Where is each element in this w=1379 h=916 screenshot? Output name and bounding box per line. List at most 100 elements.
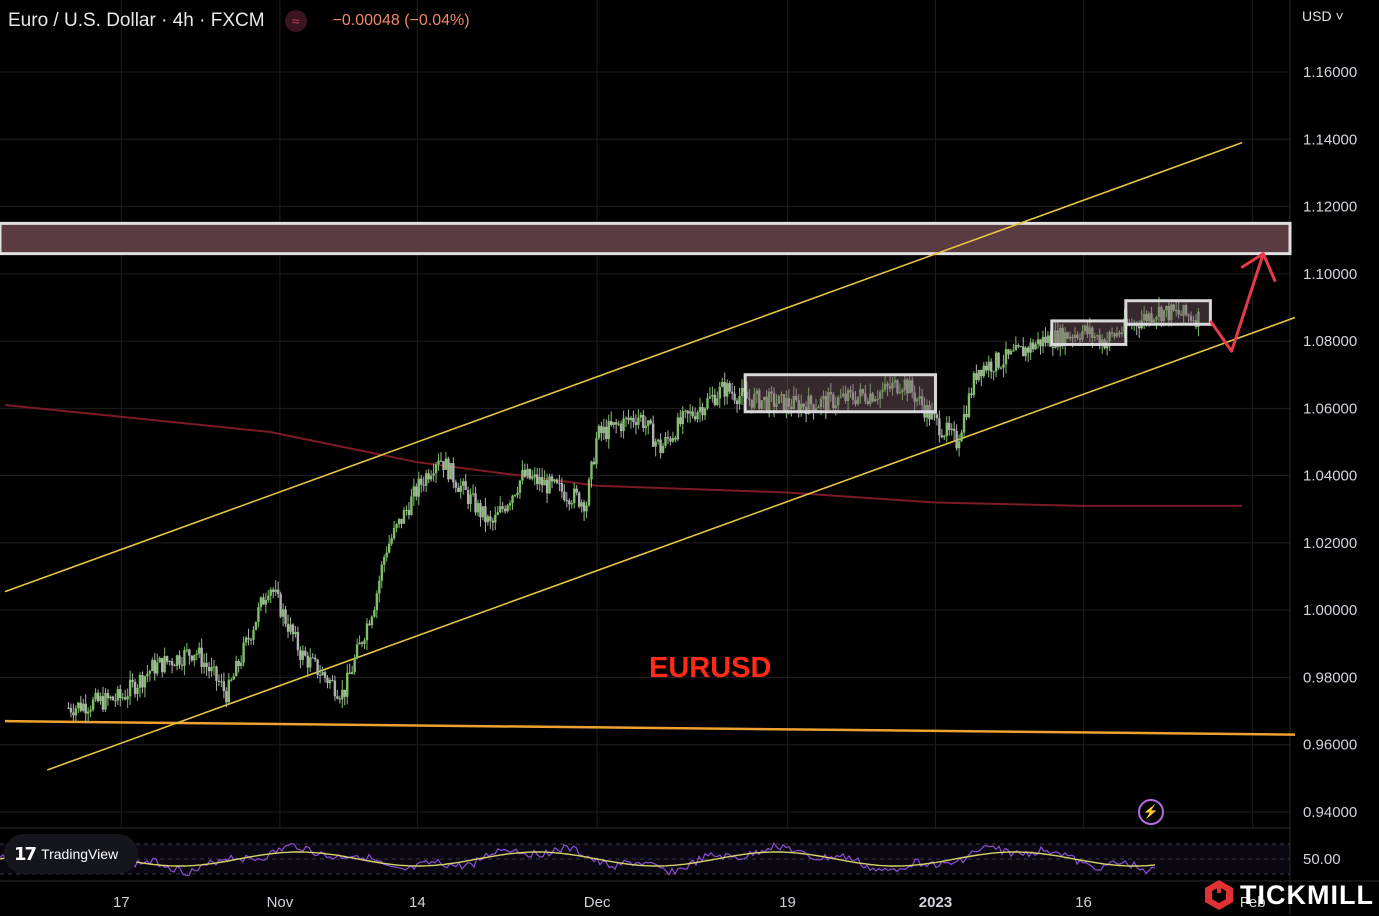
candle-body (200, 647, 203, 667)
candle-body (560, 483, 564, 492)
candle-body (272, 589, 275, 593)
candle-body (952, 428, 956, 431)
candle-body (965, 413, 968, 418)
candle-body (165, 656, 169, 662)
candle-body (1068, 336, 1072, 339)
candle-body (555, 479, 559, 484)
candle-body (1029, 342, 1032, 353)
rsi-pane: 50.00 (0, 841, 1341, 876)
candle-body (563, 491, 566, 501)
candle-body (476, 503, 480, 513)
x-tick-label: Dec (584, 894, 611, 911)
candle-body (405, 510, 408, 512)
candle-body (1007, 349, 1010, 355)
candle-body (627, 417, 630, 421)
candle-body (577, 492, 581, 507)
candle-body (592, 461, 596, 465)
price-candles (67, 296, 1200, 724)
candle-body (341, 689, 344, 700)
candle-body (1009, 350, 1013, 355)
candle-body (466, 490, 470, 504)
symbol-title[interactable]: Euro / U.S. Dollar · 4h · FXCM (8, 10, 265, 31)
candle-body (452, 463, 455, 483)
candle-body (565, 500, 569, 502)
currency-label: USD (1302, 8, 1332, 24)
candle-body (597, 425, 601, 439)
candle-body (121, 697, 124, 699)
consolidation-box (743, 373, 937, 414)
candle-body (871, 393, 874, 402)
candle-body (262, 597, 265, 605)
candle-body (962, 413, 966, 433)
candle-body (350, 671, 354, 675)
candle-body (1115, 332, 1119, 337)
candle-body (442, 461, 445, 470)
candle-body (1041, 336, 1045, 347)
candle-body (708, 396, 712, 399)
candle-body (412, 486, 416, 497)
candle-body (469, 494, 472, 504)
candle-body (508, 503, 512, 506)
chart-header: Euro / U.S. Dollar · 4h · FXCM ≈ −0.0004… (8, 8, 470, 34)
y-tick-label: 1.14000 (1303, 131, 1357, 148)
candle-body (459, 485, 462, 492)
candle-body (790, 406, 793, 409)
candle-body (1096, 335, 1099, 337)
candle-body (651, 423, 655, 447)
candle-body (326, 677, 329, 683)
candle-body (518, 480, 522, 493)
candle-body (1076, 334, 1079, 338)
candle-body (474, 493, 477, 513)
candle-body (439, 460, 443, 462)
candle-body (316, 659, 319, 675)
candle-body (1044, 336, 1047, 343)
candle-body (242, 642, 245, 663)
candle-body (957, 441, 961, 449)
tradingview-badge[interactable]: 17 TradingView (4, 834, 138, 874)
candle-body (133, 681, 137, 695)
currency-menu[interactable]: USD ˅ (1302, 8, 1344, 24)
candle-body (762, 396, 766, 401)
candle-body (309, 657, 312, 668)
candle-body (716, 398, 719, 405)
chart-annotation: EURUSD (649, 652, 772, 684)
candle-body (220, 681, 223, 683)
candle-body (797, 399, 800, 413)
candle-body (637, 417, 640, 425)
candle-body (543, 480, 546, 486)
candle-body (1093, 336, 1097, 338)
candle-body (173, 665, 176, 667)
y-tick-label: 0.98000 (1303, 669, 1357, 686)
candle-body (938, 418, 941, 436)
candle-body (457, 487, 460, 492)
candle-body (513, 495, 517, 497)
candle-body (960, 432, 963, 442)
x-tick-label: 17 (113, 894, 130, 911)
candle-body (205, 662, 208, 667)
candle-body (89, 709, 92, 712)
candle-body (711, 394, 714, 397)
candle-body (782, 394, 786, 412)
candle-body (795, 395, 798, 400)
candle-body (434, 464, 438, 474)
candle-body (649, 420, 652, 424)
candle-body (753, 393, 756, 408)
candle-body (195, 653, 198, 655)
candle-body (153, 660, 156, 674)
candle-body (210, 667, 213, 672)
candle-body (829, 392, 833, 395)
candle-body (402, 510, 406, 524)
candle-body (817, 406, 820, 409)
candle-body (499, 506, 502, 513)
candle-body (723, 381, 726, 397)
candle-body (800, 403, 803, 413)
candle-body (370, 616, 374, 626)
lightning-icon[interactable]: ⚡ (1138, 799, 1164, 825)
indicator-icon[interactable]: ≈ (284, 10, 307, 32)
candle-body (286, 623, 290, 632)
candle-body (1108, 332, 1111, 342)
candle-body (553, 479, 556, 482)
candle-body (190, 655, 194, 661)
candle-body (170, 661, 174, 666)
